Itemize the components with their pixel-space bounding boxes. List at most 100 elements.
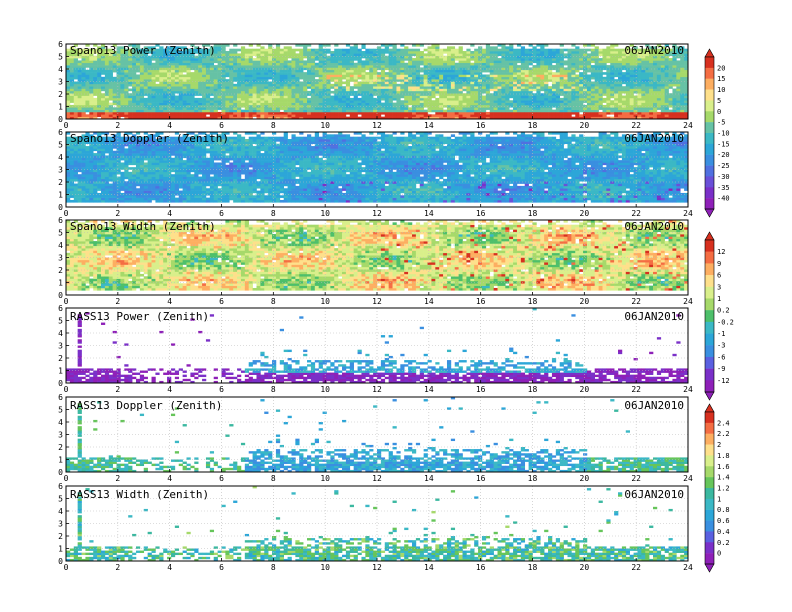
- heatmap-cell: [614, 81, 619, 85]
- heatmap-cell: [540, 69, 545, 73]
- heatmap-cell: [299, 111, 304, 115]
- heatmap-cell: [217, 74, 222, 78]
- heatmap-cell: [163, 102, 168, 106]
- heatmap-cell: [594, 48, 599, 52]
- heatmap-cell: [194, 76, 199, 80]
- heatmap-cell: [377, 102, 382, 106]
- heatmap-cell: [388, 95, 393, 99]
- heatmap-cell: [606, 67, 611, 71]
- heatmap-cell: [396, 72, 401, 75]
- heatmap-cell: [77, 176, 82, 180]
- heatmap-cell: [112, 93, 117, 96]
- heatmap-cell: [128, 72, 133, 75]
- heatmap-cell: [159, 51, 164, 54]
- heatmap-cell: [73, 102, 78, 106]
- heatmap-cell: [555, 83, 561, 87]
- heatmap-cell: [621, 90, 627, 94]
- heatmap-cell: [454, 58, 459, 61]
- heatmap-cell: [349, 114, 354, 117]
- heatmap-cell: [649, 74, 654, 78]
- heatmap-cell: [586, 107, 592, 110]
- heatmap-cell: [295, 79, 300, 82]
- heatmap-cell: [388, 90, 393, 94]
- heatmap-cell: [431, 69, 436, 73]
- heatmap-cell: [322, 72, 327, 75]
- heatmap-cell: [505, 58, 510, 61]
- heatmap-cell: [450, 81, 456, 85]
- heatmap-cell: [641, 62, 646, 66]
- heatmap-cell: [85, 107, 90, 110]
- heatmap-cell: [237, 100, 242, 103]
- heatmap-cell: [260, 88, 265, 92]
- heatmap-cell: [248, 88, 253, 92]
- heatmap-cell: [202, 76, 207, 80]
- heatmap-cell: [505, 114, 510, 117]
- heatmap-cell: [544, 48, 549, 52]
- heatmap-cell: [571, 69, 576, 73]
- heatmap-cell: [268, 95, 273, 99]
- heatmap-cell: [108, 116, 113, 119]
- heatmap-cell: [229, 100, 234, 103]
- heatmap-cell: [435, 102, 440, 106]
- heatmap-cell: [653, 86, 658, 89]
- heatmap-cell: [318, 88, 323, 92]
- heatmap-cell: [139, 81, 145, 85]
- heatmap-cell: [81, 188, 86, 191]
- heatmap-cell: [283, 111, 288, 115]
- heatmap-cell: [100, 107, 106, 110]
- heatmap-cell: [104, 102, 110, 106]
- heatmap-cell: [361, 65, 366, 68]
- heatmap-cell: [318, 74, 323, 78]
- heatmap-cell: [505, 88, 510, 92]
- heatmap-cell: [466, 88, 471, 92]
- heatmap-cell: [481, 67, 487, 71]
- heatmap-cell: [252, 114, 257, 117]
- heatmap-cell: [268, 51, 273, 54]
- heatmap-cell: [314, 55, 319, 59]
- heatmap-cell: [555, 93, 561, 96]
- heatmap-cell: [155, 102, 160, 106]
- heatmap-cell: [244, 109, 250, 113]
- heatmap-cell: [77, 183, 82, 187]
- heatmap-cell: [314, 100, 319, 103]
- heatmap-cell: [295, 90, 300, 94]
- heatmap-cell: [93, 65, 98, 68]
- heatmap-cell: [143, 107, 148, 110]
- heatmap-cell: [213, 114, 218, 117]
- heatmap-cell: [233, 107, 238, 110]
- heatmap-cell: [104, 74, 110, 78]
- heatmap-cell: [310, 51, 316, 54]
- heatmap-cell: [544, 83, 549, 87]
- heatmap-cell: [380, 74, 386, 78]
- heatmap-cell: [217, 116, 222, 119]
- heatmap-cell: [423, 62, 428, 66]
- heatmap-cell: [649, 102, 654, 106]
- heatmap-cell: [213, 76, 218, 80]
- heatmap-cell: [178, 55, 183, 59]
- heatmap-cell: [637, 62, 642, 66]
- heatmap-cell: [540, 46, 545, 49]
- heatmap-cell: [357, 107, 362, 110]
- heatmap-cell: [621, 65, 627, 68]
- heatmap-cell: [205, 51, 211, 54]
- heatmap-cell: [334, 72, 339, 75]
- heatmap-cell: [423, 100, 428, 103]
- heatmap-cell: [458, 107, 463, 110]
- heatmap-cell: [244, 74, 250, 78]
- heatmap-cell: [174, 53, 180, 57]
- heatmap-cell: [586, 102, 592, 106]
- heatmap-cell: [633, 60, 638, 64]
- heatmap-cell: [516, 114, 522, 117]
- heatmap-cell: [287, 111, 292, 115]
- heatmap-cell: [614, 83, 619, 87]
- heatmap-cell: [676, 90, 681, 94]
- heatmap-cell: [664, 58, 669, 61]
- heatmap-cell: [373, 74, 378, 78]
- heatmap-cell: [544, 55, 549, 59]
- heatmap-cell: [264, 104, 269, 108]
- heatmap-cell: [458, 97, 463, 101]
- heatmap-cell: [135, 58, 141, 61]
- heatmap-cell: [458, 48, 463, 52]
- heatmap-cell: [85, 74, 90, 78]
- heatmap-cell: [481, 62, 487, 66]
